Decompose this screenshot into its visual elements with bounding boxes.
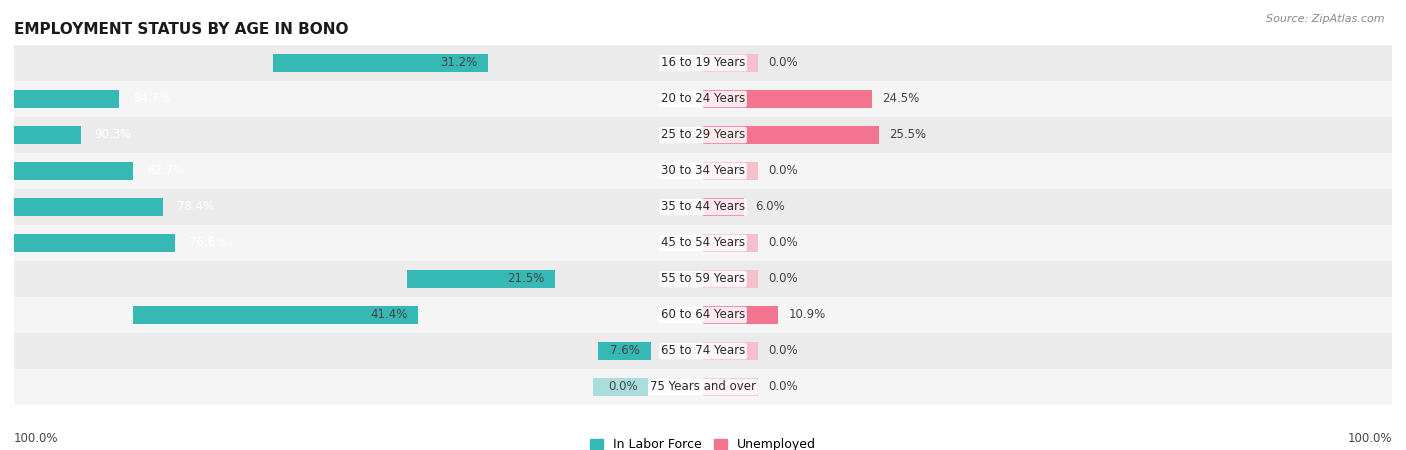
Text: 0.0%: 0.0% (769, 381, 799, 393)
Text: 35 to 44 Years: 35 to 44 Years (661, 201, 745, 213)
Bar (273, 54, 488, 72)
Text: 82.7%: 82.7% (148, 165, 184, 177)
Text: 24.5%: 24.5% (882, 93, 920, 105)
Legend: In Labor Force, Unemployed: In Labor Force, Unemployed (585, 433, 821, 450)
Text: 75 Years and over: 75 Years and over (650, 381, 756, 393)
Text: 41.4%: 41.4% (370, 309, 408, 321)
Text: 20 to 24 Years: 20 to 24 Years (661, 93, 745, 105)
Text: 100.0%: 100.0% (1347, 432, 1392, 446)
Text: 0.0%: 0.0% (769, 345, 799, 357)
Bar (14, 81, 1392, 117)
Bar (703, 306, 778, 324)
Text: 84.7%: 84.7% (134, 93, 170, 105)
Text: 16 to 19 Years: 16 to 19 Years (661, 57, 745, 69)
Text: 6.0%: 6.0% (755, 201, 785, 213)
Text: 7.6%: 7.6% (610, 345, 640, 357)
Bar (703, 126, 879, 144)
Bar (599, 342, 651, 360)
Text: 30 to 34 Years: 30 to 34 Years (661, 165, 745, 177)
Bar (703, 342, 758, 360)
Text: Source: ZipAtlas.com: Source: ZipAtlas.com (1267, 14, 1385, 23)
Bar (14, 333, 1392, 369)
Bar (703, 90, 872, 108)
Bar (0, 198, 163, 216)
Text: 0.0%: 0.0% (769, 165, 799, 177)
Bar (14, 117, 1392, 153)
Text: 0.0%: 0.0% (769, 237, 799, 249)
Bar (14, 153, 1392, 189)
Bar (703, 54, 758, 72)
Text: 0.0%: 0.0% (769, 273, 799, 285)
Text: 100.0%: 100.0% (14, 432, 59, 446)
Bar (703, 378, 758, 396)
Text: 65 to 74 Years: 65 to 74 Years (661, 345, 745, 357)
Bar (14, 189, 1392, 225)
Text: 90.3%: 90.3% (94, 129, 132, 141)
Text: 76.6%: 76.6% (188, 237, 226, 249)
Text: 10.9%: 10.9% (789, 309, 825, 321)
Text: 25 to 29 Years: 25 to 29 Years (661, 129, 745, 141)
Bar (0, 126, 82, 144)
Text: 0.0%: 0.0% (769, 57, 799, 69)
Text: 55 to 59 Years: 55 to 59 Years (661, 273, 745, 285)
Bar (0, 162, 134, 180)
Text: 78.4%: 78.4% (177, 201, 214, 213)
Bar (14, 261, 1392, 297)
Bar (406, 270, 555, 288)
Bar (132, 306, 418, 324)
Bar (703, 270, 758, 288)
Bar (703, 162, 758, 180)
Text: 25.5%: 25.5% (889, 129, 927, 141)
Text: 21.5%: 21.5% (508, 273, 544, 285)
Bar (703, 198, 744, 216)
Bar (14, 225, 1392, 261)
Bar (0, 90, 120, 108)
Text: 31.2%: 31.2% (440, 57, 478, 69)
Text: EMPLOYMENT STATUS BY AGE IN BONO: EMPLOYMENT STATUS BY AGE IN BONO (14, 22, 349, 37)
Bar (0, 234, 176, 252)
Bar (593, 378, 648, 396)
Bar (14, 45, 1392, 81)
Text: 45 to 54 Years: 45 to 54 Years (661, 237, 745, 249)
Text: 60 to 64 Years: 60 to 64 Years (661, 309, 745, 321)
Text: 0.0%: 0.0% (607, 381, 637, 393)
Bar (14, 369, 1392, 405)
Bar (703, 234, 758, 252)
Bar (14, 297, 1392, 333)
